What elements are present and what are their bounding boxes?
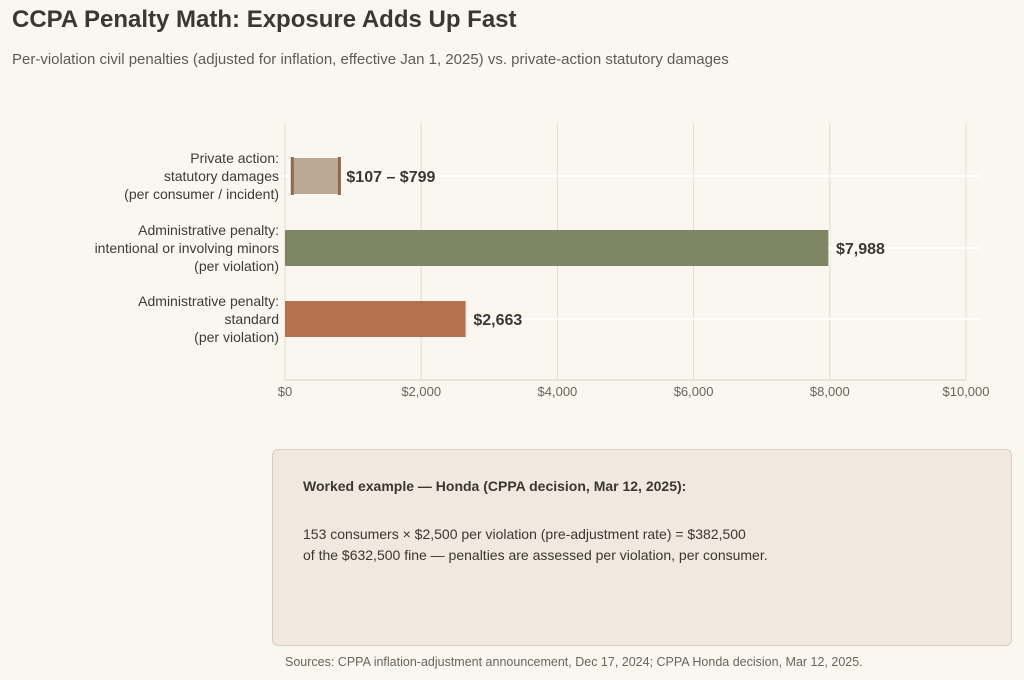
chart-subtitle: Per-violation civil penalties (adjusted … xyxy=(12,51,729,68)
category-label: statutory damages xyxy=(164,168,279,184)
category-label: (per violation) xyxy=(194,329,279,345)
data-label: $107 – $799 xyxy=(346,169,435,186)
x-tick-label: $0 xyxy=(278,384,292,399)
value-bar xyxy=(285,230,829,266)
range-bar xyxy=(292,158,340,194)
worked-example-note: of the $632,500 fine — penalties are ass… xyxy=(303,547,768,563)
worked-example-calculation: 153 consumers × $2,500 per violation (pr… xyxy=(303,526,746,542)
data-label: $2,663 xyxy=(473,312,522,329)
x-tick-label: $2,000 xyxy=(401,384,441,399)
category-label: Administrative penalty: xyxy=(138,293,279,309)
x-tick-label: $10,000 xyxy=(943,384,990,399)
worked-example-box: Worked example — Honda (CPPA decision, M… xyxy=(272,449,1012,646)
x-tick-label: $4,000 xyxy=(538,384,578,399)
x-tick-label: $8,000 xyxy=(810,384,850,399)
data-label: $7,988 xyxy=(836,241,885,258)
worked-example-heading: Worked example — Honda (CPPA decision, M… xyxy=(303,478,687,494)
bar-end-highlight xyxy=(827,230,830,266)
bar-end-highlight xyxy=(465,301,468,337)
category-label: (per violation) xyxy=(194,258,279,274)
category-label: (per consumer / incident) xyxy=(124,186,279,202)
category-label: standard xyxy=(225,311,279,327)
value-bar xyxy=(285,301,467,337)
range-cap-high xyxy=(337,157,341,195)
category-label: Administrative penalty: xyxy=(138,222,279,238)
sources-note: Sources: CPPA inflation-adjustment annou… xyxy=(285,655,863,669)
penalty-bar-chart: $0 $2,000 $4,000 $6,000 $8,000 $10,000 Private… xyxy=(95,123,990,399)
range-cap-low xyxy=(290,157,294,195)
x-tick-label: $6,000 xyxy=(674,384,714,399)
chart-title: CCPA Penalty Math: Exposure Adds Up Fast xyxy=(12,6,517,33)
category-label: Private action: xyxy=(190,150,279,166)
category-label: intentional or involving minors xyxy=(95,240,279,256)
